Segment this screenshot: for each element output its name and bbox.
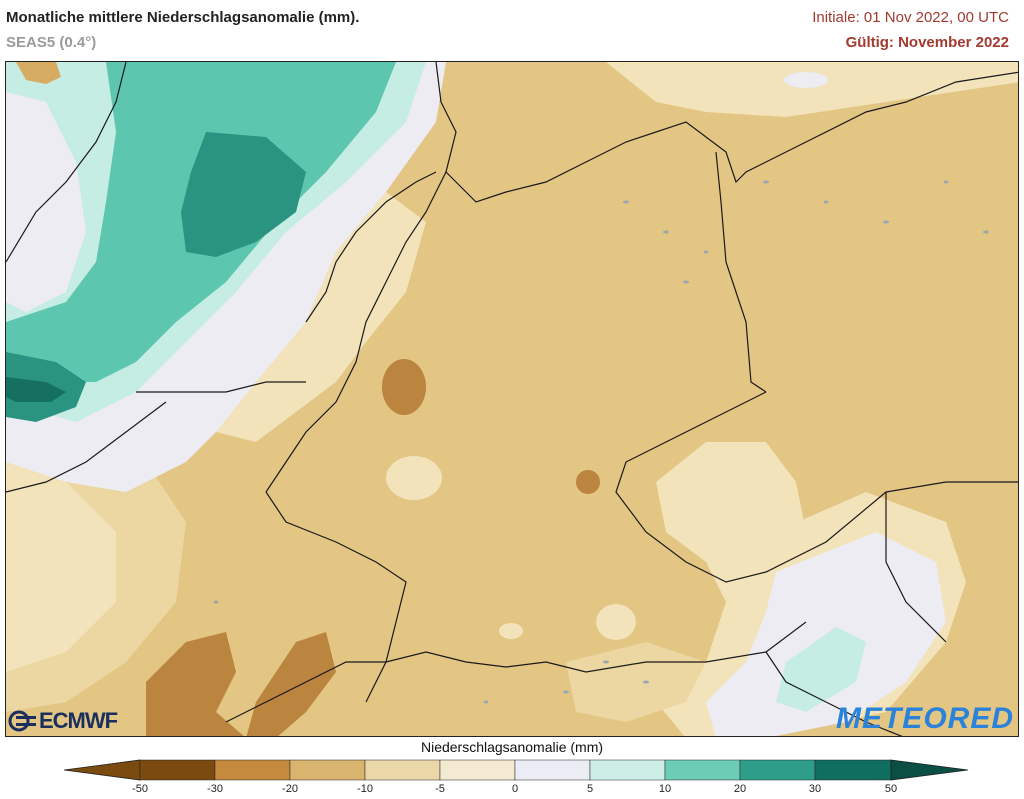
legend-swatch-6 bbox=[514, 759, 591, 781]
ecmwf-logo: ECMWF bbox=[8, 708, 118, 734]
legend-tick-label: 50 bbox=[884, 783, 898, 795]
legend-arrow-left bbox=[64, 759, 141, 781]
legend-tick-label: 0 bbox=[511, 783, 519, 795]
wet-light-austria-spot bbox=[776, 627, 866, 712]
dry-strong-blob-southwest-2 bbox=[246, 632, 336, 736]
legend-arrow-right bbox=[890, 759, 968, 781]
legend-tick-label: -10 bbox=[357, 783, 373, 795]
legend-swatch-4 bbox=[364, 759, 441, 781]
legend-swatch-9 bbox=[739, 759, 816, 781]
light-dry-spot-west bbox=[386, 456, 442, 500]
legend-swatch-3 bbox=[289, 759, 366, 781]
light-dry-benelux-area bbox=[216, 192, 426, 442]
legend-swatch-7 bbox=[589, 759, 666, 781]
map-canvas bbox=[6, 62, 1018, 736]
light-dry-spot-bavaria bbox=[596, 604, 636, 640]
legend-tick-label: 5 bbox=[586, 783, 594, 795]
legend-tick-label: -50 bbox=[132, 783, 148, 795]
wet-strong-north-sea bbox=[181, 132, 306, 257]
precipitation-anomaly-map bbox=[5, 61, 1019, 737]
map-title: Monatliche mittlere Niederschlagsanomali… bbox=[6, 9, 360, 26]
light-dry-baltic-area bbox=[606, 62, 1018, 117]
dry-blob-northwest bbox=[16, 62, 61, 84]
valid-period: Gültig: November 2022 bbox=[845, 34, 1009, 51]
legend-swatch-8 bbox=[664, 759, 741, 781]
model-subtitle: SEAS5 (0.4°) bbox=[6, 34, 97, 51]
meteored-logo: METEORED bbox=[835, 702, 1014, 735]
legend-swatch-5 bbox=[439, 759, 516, 781]
legend-swatch-1 bbox=[139, 759, 216, 781]
country-borders bbox=[6, 62, 1018, 736]
map-header: Monatliche mittlere Niederschlagsanomali… bbox=[0, 0, 1024, 60]
legend-swatch-2 bbox=[214, 759, 291, 781]
dry-strong-blob-southwest-1 bbox=[146, 632, 244, 736]
legend-tick-label: 10 bbox=[658, 783, 672, 795]
wet-very-strong-channel bbox=[6, 377, 66, 402]
initial-time: Initiale: 01 Nov 2022, 00 UTC bbox=[812, 9, 1009, 26]
light-dry-spot-south bbox=[499, 623, 523, 639]
legend-tick-label: -30 bbox=[207, 783, 223, 795]
light-dry-czech-area bbox=[656, 442, 806, 562]
dry-strong-blob-center bbox=[576, 470, 600, 494]
legend-tick-label: -5 bbox=[435, 783, 445, 795]
ecmwf-mark-icon bbox=[8, 710, 36, 732]
legend-tick-label: 20 bbox=[733, 783, 747, 795]
legend-swatch-10 bbox=[814, 759, 892, 781]
legend-tick-label: -20 bbox=[282, 783, 298, 795]
neutral-baltic-spot bbox=[784, 72, 828, 88]
dry-strong-blob-west bbox=[382, 359, 426, 415]
legend-title: Niederschlagsanomalie (mm) bbox=[420, 739, 604, 755]
legend-colorbar bbox=[64, 759, 968, 781]
legend-tick-label: 30 bbox=[808, 783, 822, 795]
ecmwf-logo-text: ECMWF bbox=[39, 708, 118, 733]
very-light-dry-west-area bbox=[6, 452, 116, 672]
lakes bbox=[213, 180, 989, 704]
